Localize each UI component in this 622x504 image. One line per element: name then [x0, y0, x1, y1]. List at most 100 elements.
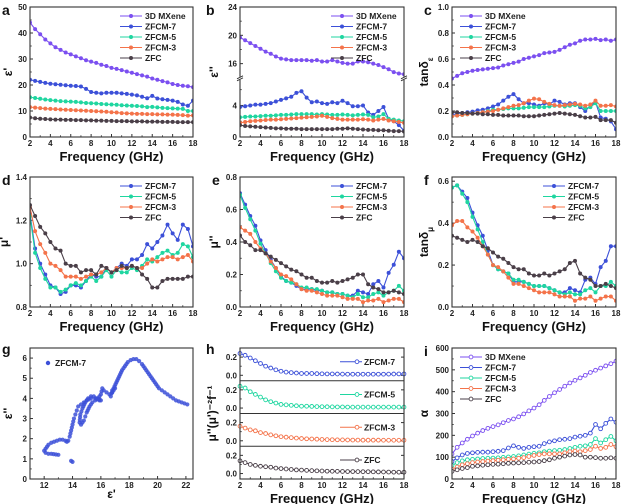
y-tick-label: 24 [228, 3, 237, 12]
data-point [319, 437, 325, 442]
data-point [253, 428, 258, 434]
data-point [263, 101, 268, 106]
data-point [470, 214, 475, 219]
data-point [73, 412, 78, 417]
data-point [48, 41, 53, 46]
data-point [258, 125, 263, 130]
data-point [58, 289, 63, 294]
data-point [330, 100, 335, 105]
data-point [588, 115, 593, 120]
data-point [531, 459, 537, 465]
data-point [129, 119, 134, 124]
legend-marker [129, 35, 133, 39]
data-point [78, 270, 83, 275]
data-point [273, 257, 278, 262]
data-point [598, 446, 603, 451]
data-point [491, 112, 495, 117]
data-point [577, 452, 583, 458]
data-point [475, 430, 480, 436]
data-point [134, 104, 139, 109]
y-tick-label: 200 [436, 431, 450, 440]
data-point [496, 65, 501, 70]
data-point [608, 442, 614, 447]
data-point [253, 223, 258, 228]
data-point [350, 275, 355, 280]
data-point [99, 270, 104, 275]
data-point [114, 66, 119, 71]
data-point [104, 118, 109, 123]
x-tick-label: 8 [511, 309, 516, 318]
y-tick-label: 0.0 [438, 303, 450, 312]
data-point [470, 460, 475, 465]
legend-marker [469, 56, 473, 60]
data-point [294, 126, 299, 131]
data-point [324, 437, 330, 442]
data-point [608, 244, 613, 249]
data-point [68, 107, 73, 112]
data-point [263, 251, 268, 256]
data-point [160, 97, 165, 102]
data-point [516, 97, 521, 102]
data-point [340, 60, 345, 65]
data-point [511, 103, 516, 108]
axis-break-mark [400, 77, 408, 82]
data-point [593, 436, 598, 441]
data-point [582, 432, 588, 438]
data-point [370, 371, 376, 377]
data-point [289, 94, 294, 99]
data-point [38, 266, 43, 270]
data-point [345, 277, 350, 282]
data-point [170, 231, 175, 236]
data-point [329, 404, 335, 410]
data-point [470, 450, 475, 456]
data-point [304, 95, 309, 100]
axis-break-gap [237, 76, 243, 80]
data-point [289, 58, 294, 63]
data-point [140, 94, 145, 99]
data-point [588, 37, 593, 42]
data-point [572, 434, 578, 440]
data-point [531, 444, 537, 450]
y-tick-label: 0.0 [226, 371, 238, 380]
legend-marker [552, 215, 556, 220]
data-point [330, 58, 335, 63]
y-tick-label: 0.0 [226, 404, 238, 413]
data-point [289, 112, 294, 117]
x-tick-label: 12 [550, 139, 559, 148]
data-point [360, 404, 366, 410]
x-tick-label: 14 [359, 139, 368, 148]
data-point [288, 370, 294, 375]
x-tick-label: 18 [612, 481, 621, 490]
axes-frame [29, 176, 194, 308]
data-point [145, 276, 150, 281]
x-tick-label: 2 [28, 139, 33, 148]
data-point [119, 68, 124, 73]
data-point [465, 200, 470, 205]
data-point [340, 112, 345, 117]
y-axis-subscript: μ [426, 227, 435, 232]
x-tick-label: 14 [148, 309, 157, 318]
data-point [511, 92, 516, 97]
axes-frame [451, 6, 617, 138]
data-point [598, 265, 603, 270]
data-point [84, 279, 89, 283]
data-point [263, 125, 268, 130]
data-point [258, 118, 263, 123]
data-point [532, 284, 536, 289]
y-tick-label: 0.2 [226, 271, 238, 280]
data-point [598, 109, 603, 113]
data-point [99, 62, 104, 67]
x-tick-label: 18 [612, 309, 621, 318]
data-point [562, 45, 567, 50]
data-point [370, 404, 376, 410]
data-point [345, 293, 350, 298]
y-axis-subscript: ε [426, 57, 435, 61]
data-point [475, 68, 480, 73]
data-point [573, 41, 577, 46]
data-point [537, 97, 542, 102]
data-point [165, 106, 170, 111]
data-point [480, 112, 485, 117]
data-point [485, 246, 490, 251]
data-point [140, 111, 145, 116]
data-point [268, 432, 274, 438]
